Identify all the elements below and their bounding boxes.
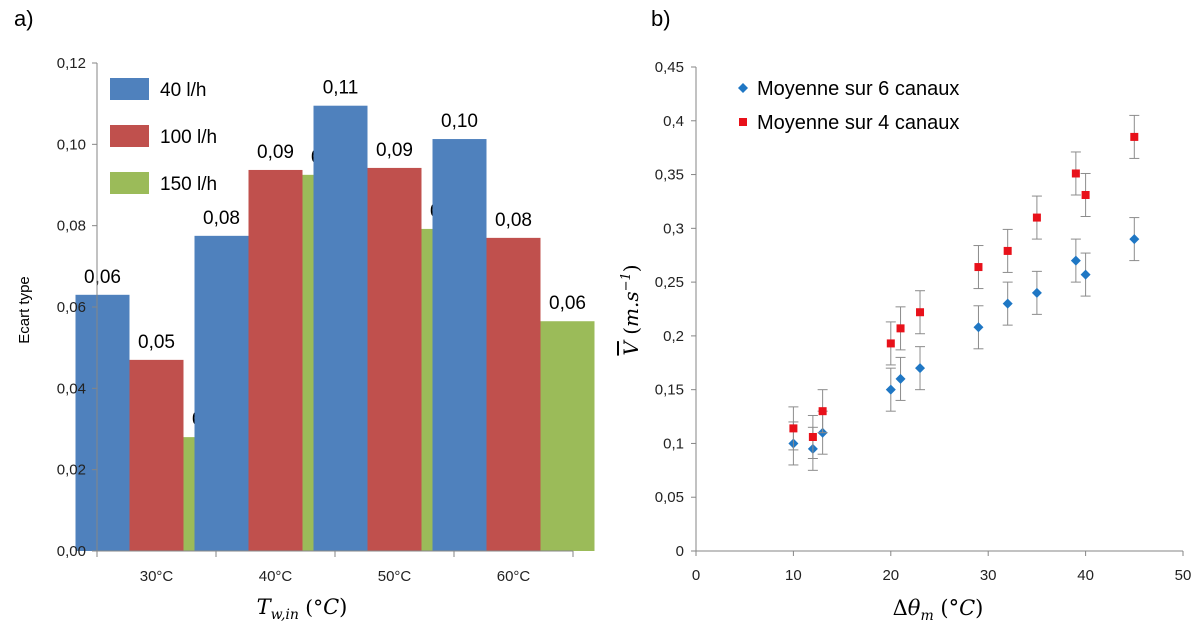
y-tick-label: 0,1 xyxy=(663,435,684,452)
x-tick-label: 0 xyxy=(692,567,700,584)
point-square xyxy=(808,432,817,441)
point-square xyxy=(1081,190,1090,199)
data-label: 0,09 xyxy=(376,140,413,161)
point-diamond xyxy=(1129,234,1140,245)
y-tick-label: 0,10 xyxy=(57,136,86,153)
point-square xyxy=(896,324,905,333)
bars-group: 0,060,050,030,080,090,090,110,090,080,10… xyxy=(75,78,595,552)
y-tick-label: 0,25 xyxy=(655,274,684,291)
legend-swatch xyxy=(110,172,149,194)
y-tick-label: 0,4 xyxy=(663,113,684,130)
bar-chart: a) Ecart type Tw,in (°C) 0,060,050,030,0… xyxy=(14,6,595,623)
y-tick-label: 0,12 xyxy=(57,55,86,72)
bar xyxy=(540,321,595,551)
y-tick-label: 0,08 xyxy=(57,218,86,235)
legend-marker xyxy=(738,83,748,93)
axes-b: 0 0,05 0,1 0,15 0,2 0,25 0,3 0,35 0,4 0,45 0 10 20 30… xyxy=(655,59,1192,584)
y-tick-label: 0,15 xyxy=(655,382,684,399)
data-label: 0,08 xyxy=(203,208,240,229)
y-tick-label: 0,00 xyxy=(57,543,86,560)
legend-label: Moyenne sur 6 canaux xyxy=(757,78,959,100)
legend-label: 150 l/h xyxy=(160,174,217,195)
x-category-label: 40°C xyxy=(259,568,293,585)
data-label: 0,05 xyxy=(138,332,175,353)
x-tick-label: 30 xyxy=(980,567,997,584)
point-diamond xyxy=(1031,287,1042,298)
x-category-label: 60°C xyxy=(497,568,531,585)
point-diamond xyxy=(973,322,984,333)
x-category-label: 50°C xyxy=(378,568,412,585)
y-tick-label: 0,45 xyxy=(655,59,684,76)
point-diamond xyxy=(1070,255,1081,266)
data-label: 0,06 xyxy=(84,267,121,288)
y-axis-title-b: V (m.s−1) xyxy=(619,264,643,355)
legend-a: 40 l/h 100 l/h 150 l/h xyxy=(110,78,217,195)
y-tick-label: 0,02 xyxy=(57,462,86,479)
y-tick-label: 0,2 xyxy=(663,328,684,345)
point-diamond xyxy=(885,384,896,395)
legend-swatch xyxy=(110,78,149,100)
scatter-chart: b) V (m.s−1) Δθm (°C) 0 0,05 0,1 0,15 0,2 0,2… xyxy=(619,6,1191,624)
data-label: 0,08 xyxy=(495,210,532,231)
point-square xyxy=(818,407,827,416)
bar xyxy=(367,167,422,552)
bar xyxy=(75,294,130,551)
legend-label: Moyenne sur 4 canaux xyxy=(757,112,959,134)
y-tick-label: 0,04 xyxy=(57,380,86,397)
data-label: 0,10 xyxy=(441,111,478,132)
point-square xyxy=(974,263,983,272)
y-tick-label: 0 xyxy=(676,543,684,560)
x-axis-title-b: Δθm (°C) xyxy=(893,596,984,624)
legend-label: 40 l/h xyxy=(160,80,206,101)
point-diamond xyxy=(915,363,926,374)
point-diamond xyxy=(1080,269,1091,280)
point-square xyxy=(789,424,798,433)
bar xyxy=(486,237,541,551)
data-label: 0,06 xyxy=(549,293,586,314)
legend-marker xyxy=(739,118,747,126)
bar xyxy=(248,169,303,551)
x-axis-title: Tw,in (°C) xyxy=(257,595,348,623)
data-label: 0,09 xyxy=(257,142,294,163)
legend-b: Moyenne sur 6 canaux Moyenne sur 4 canaux xyxy=(738,78,959,134)
x-tick-label: 20 xyxy=(882,567,899,584)
y-tick-label: 0,35 xyxy=(655,167,684,184)
bar xyxy=(194,235,249,552)
y-axis-title: Ecart type xyxy=(16,276,33,344)
y-tick-label: 0,3 xyxy=(663,220,684,237)
x-category-label: 30°C xyxy=(140,568,174,585)
data-label: 0,11 xyxy=(323,78,359,99)
legend-swatch xyxy=(110,125,149,147)
axes-a: 0,00 0,02 0,04 0,06 0,08 0,10 0,12 30°C 40°C 50°C… xyxy=(57,55,574,585)
legend-label: 100 l/h xyxy=(160,127,217,148)
point-square xyxy=(1032,213,1041,222)
point-square xyxy=(916,308,925,317)
y-tick-label: 0,06 xyxy=(57,299,86,316)
point-square xyxy=(1071,169,1080,178)
x-tick-label: 40 xyxy=(1077,567,1094,584)
y-tick-label: 0,05 xyxy=(655,489,684,506)
point-square xyxy=(1003,246,1012,255)
x-tick-label: 10 xyxy=(785,567,802,584)
x-tick-label: 50 xyxy=(1175,567,1192,584)
panel-label-b: b) xyxy=(651,6,671,31)
point-diamond xyxy=(1002,298,1013,309)
point-square xyxy=(886,339,895,348)
points-group xyxy=(788,114,1140,471)
point-square xyxy=(1130,132,1139,141)
panel-label-a: a) xyxy=(14,6,34,31)
bar xyxy=(432,139,487,551)
bar xyxy=(129,359,184,551)
point-diamond xyxy=(895,373,906,384)
bar xyxy=(313,105,368,551)
